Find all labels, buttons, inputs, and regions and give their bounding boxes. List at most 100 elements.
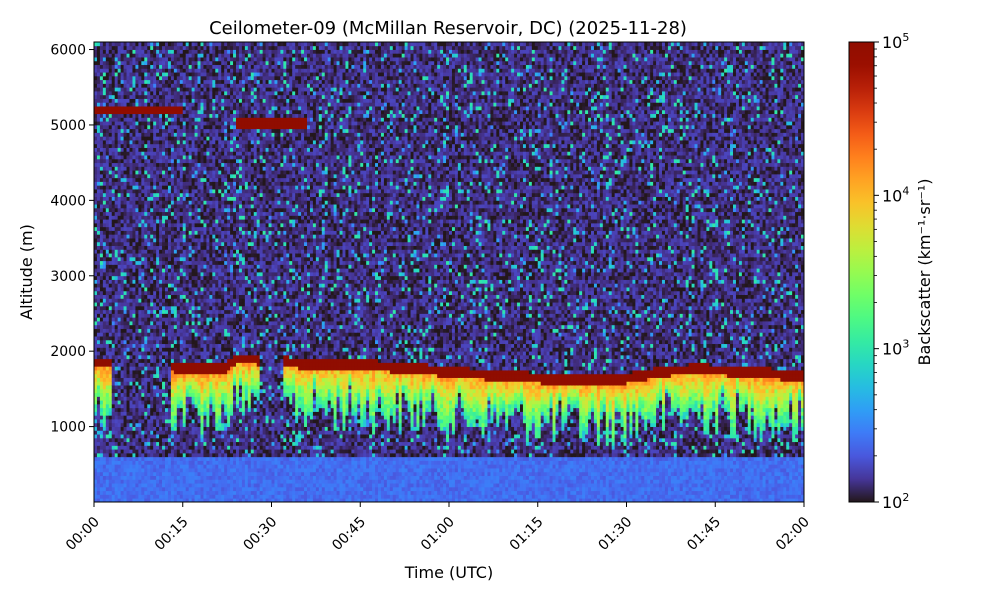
heatmap-cell [130, 212, 133, 216]
heatmap-cell [135, 362, 138, 366]
heatmap-cell [153, 272, 156, 276]
heatmap-cell [168, 483, 171, 487]
heatmap-cell [186, 148, 189, 152]
heatmap-cell [180, 268, 183, 272]
heatmap-cell [121, 223, 124, 227]
heatmap-cell [183, 197, 186, 201]
heatmap-cell [103, 144, 106, 148]
heatmap-cell [121, 46, 124, 50]
heatmap-cell [209, 182, 212, 186]
heatmap-cell [127, 295, 130, 299]
heatmap-cell [144, 246, 147, 250]
heatmap-cell [121, 393, 124, 397]
heatmap-cell [201, 50, 204, 54]
heatmap-cell [138, 442, 141, 446]
heatmap-cell [121, 121, 124, 125]
heatmap-cell [203, 68, 206, 72]
heatmap-cell [141, 57, 144, 61]
heatmap-cell [150, 65, 153, 69]
heatmap-cell [209, 464, 212, 468]
heatmap-cell [198, 483, 201, 487]
heatmap-cell [115, 306, 118, 310]
heatmap-cell [189, 61, 192, 65]
heatmap-cell [162, 253, 165, 257]
heatmap-cell [153, 159, 156, 163]
heatmap-cell [165, 442, 168, 446]
heatmap-cell [162, 99, 165, 103]
heatmap-cell [141, 200, 144, 204]
heatmap-cell [177, 287, 180, 291]
heatmap-cell [138, 99, 141, 103]
heatmap-cell [189, 321, 192, 325]
heatmap-cell [162, 80, 165, 84]
heatmap-cell [124, 95, 127, 99]
heatmap-cell [153, 151, 156, 155]
heatmap-cell [132, 155, 135, 159]
heatmap-cell [150, 72, 153, 76]
heatmap-cell [103, 404, 106, 408]
heatmap-cell [132, 110, 135, 114]
heatmap-cell [138, 347, 141, 351]
heatmap-cell [174, 427, 177, 431]
heatmap-cell [100, 374, 103, 378]
heatmap-cell [121, 68, 124, 72]
heatmap-cell [150, 487, 153, 491]
heatmap-cell [177, 268, 180, 272]
heatmap-cell [124, 412, 127, 416]
heatmap-cell [177, 197, 180, 201]
heatmap-cell [130, 53, 133, 57]
heatmap-cell [103, 261, 106, 265]
heatmap-cell [162, 494, 165, 498]
heatmap-cell [115, 193, 118, 197]
heatmap-cell [203, 125, 206, 129]
heatmap-cell [159, 95, 162, 99]
heatmap-cell [121, 72, 124, 76]
heatmap-cell [147, 121, 150, 125]
heatmap-cell [121, 280, 124, 284]
heatmap-cell [112, 223, 115, 227]
heatmap-cell [118, 344, 121, 348]
heatmap-cell [135, 117, 138, 121]
heatmap-cell [159, 257, 162, 261]
heatmap-cell [165, 140, 168, 144]
heatmap-cell [124, 110, 127, 114]
heatmap-cell [165, 80, 168, 84]
heatmap-cell [121, 185, 124, 189]
heatmap-cell [183, 223, 186, 227]
heatmap-cell [168, 370, 171, 374]
heatmap-cell [192, 302, 195, 306]
heatmap-cell [118, 170, 121, 174]
heatmap-cell [121, 125, 124, 129]
heatmap-cell [203, 174, 206, 178]
heatmap-cell [130, 310, 133, 314]
heatmap-cell [147, 408, 150, 412]
heatmap-cell [121, 212, 124, 216]
heatmap-cell [100, 385, 103, 389]
heatmap-cell [138, 246, 141, 250]
heatmap-cell [109, 340, 112, 344]
heatmap-cell [195, 468, 198, 472]
heatmap-cell [198, 87, 201, 91]
heatmap-cell [103, 238, 106, 242]
heatmap-cell [159, 129, 162, 133]
heatmap-cell [201, 340, 204, 344]
heatmap-cell [201, 423, 204, 427]
heatmap-cell [183, 264, 186, 268]
heatmap-cell [150, 231, 153, 235]
heatmap-cell [180, 95, 183, 99]
heatmap-cell [141, 378, 144, 382]
heatmap-cell [153, 487, 156, 491]
heatmap-cell [112, 163, 115, 167]
heatmap-cell [198, 140, 201, 144]
heatmap-cell [147, 393, 150, 397]
heatmap-cell [203, 193, 206, 197]
heatmap-cell [132, 200, 135, 204]
heatmap-cell [150, 53, 153, 57]
heatmap-cell [138, 193, 141, 197]
heatmap-cell [174, 453, 177, 457]
heatmap-cell [209, 374, 212, 378]
heatmap-cell [127, 114, 130, 118]
heatmap-cell [174, 366, 177, 370]
heatmap-cell [150, 189, 153, 193]
heatmap-cell [159, 136, 162, 140]
